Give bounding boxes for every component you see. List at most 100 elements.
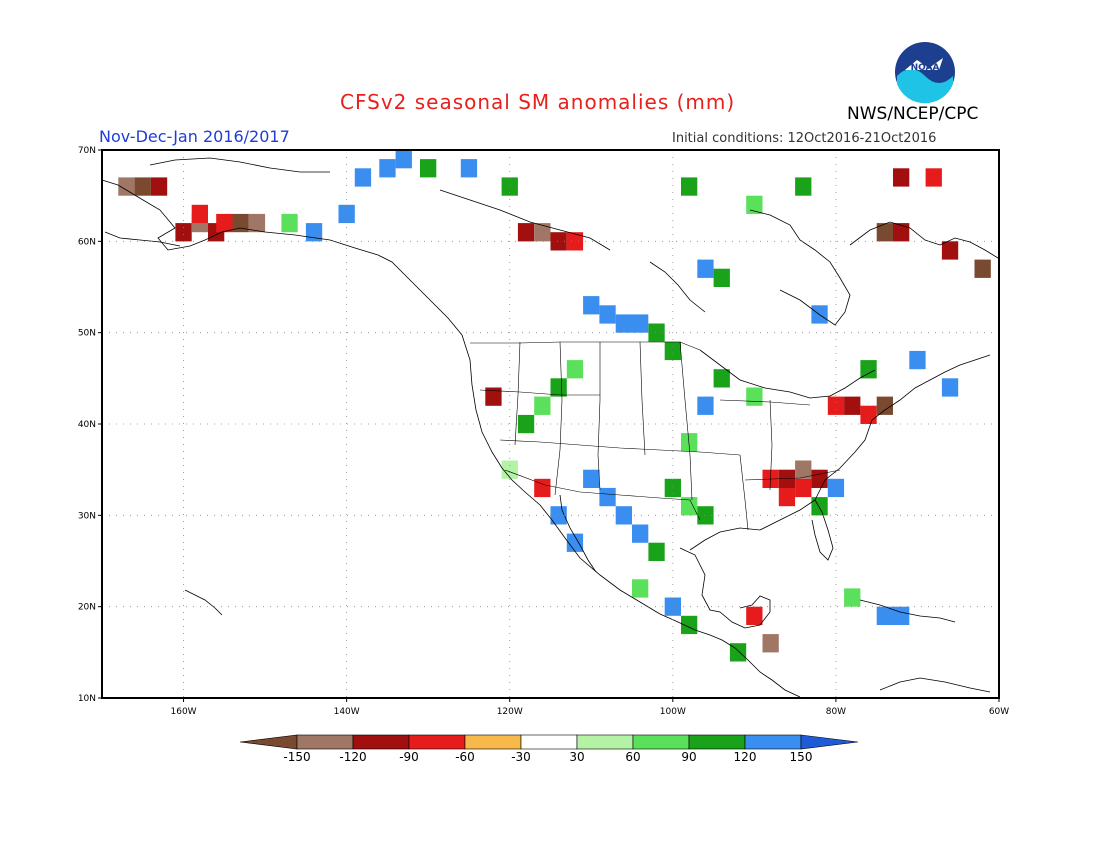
anomaly-cell	[583, 469, 600, 488]
anomaly-cell	[517, 223, 535, 242]
anomaly-cell	[550, 232, 567, 251]
anomaly-cell	[909, 350, 926, 370]
legend-tick-label: 150	[790, 750, 813, 764]
legend-swatch	[464, 734, 522, 750]
anomaly-cell	[566, 232, 584, 251]
legend-tick-label: 30	[569, 750, 584, 764]
anomaly-cell	[876, 223, 893, 242]
anomaly-cell	[974, 259, 991, 278]
legend-swatch	[632, 734, 690, 750]
anomaly-cell	[795, 478, 812, 498]
anomaly-cell	[827, 478, 845, 498]
anomaly-cell	[118, 177, 135, 196]
anomaly-cell	[281, 213, 298, 233]
anomaly-cell	[664, 478, 681, 498]
legend-arrow-high	[800, 734, 859, 750]
anomaly-cell	[420, 159, 437, 178]
anomaly-cell	[664, 597, 681, 616]
legend-tick-label: 90	[681, 750, 696, 764]
legend-swatch	[576, 734, 634, 750]
lat-label: 30N	[78, 511, 96, 521]
anomaly-cell	[860, 360, 877, 379]
anomaly-cell	[844, 588, 861, 607]
anomaly-cell	[811, 497, 828, 516]
anomaly-cell	[827, 396, 845, 415]
anomaly-cell	[697, 396, 714, 415]
legend-tick-label: -90	[399, 750, 419, 764]
anomaly-cell	[941, 241, 959, 260]
noaa-logo-text: NOAA	[911, 63, 940, 73]
chart-title: CFSv2 seasonal SM anomalies (mm)	[340, 90, 736, 114]
anomaly-cell	[583, 296, 600, 315]
legend-swatch	[520, 734, 578, 750]
anomaly-cell	[599, 487, 616, 507]
anomaly-cells	[118, 150, 991, 662]
anomaly-cell	[615, 506, 632, 525]
legend-tick-label: 120	[734, 750, 757, 764]
anomaly-cell	[697, 259, 714, 278]
agency-label: NWS/NCEP/CPC	[847, 104, 979, 124]
coastlines	[101, 157, 999, 698]
anomaly-cell	[534, 478, 551, 498]
anomaly-cell	[795, 460, 812, 479]
legend-swatch	[408, 734, 466, 750]
anomaly-cell	[632, 314, 649, 333]
anomaly-cell	[354, 168, 372, 187]
lon-label: 60W	[989, 707, 1009, 717]
anomaly-cell	[615, 314, 632, 333]
lat-label: 20N	[78, 603, 96, 613]
legend-tick-label: -120	[339, 750, 366, 764]
anomaly-cell	[746, 195, 763, 214]
anomaly-cell	[534, 396, 551, 415]
anomaly-cell	[762, 634, 779, 653]
anomaly-cell	[395, 150, 412, 169]
anomaly-cell	[501, 460, 518, 479]
anomaly-cell	[566, 533, 584, 552]
anomaly-cell	[566, 360, 584, 379]
lat-label: 40N	[78, 420, 96, 430]
anomaly-cell	[248, 213, 266, 233]
anomaly-cell	[713, 369, 730, 388]
latitude-labels: 70N 60N 50N 40N 30N 20N 10N	[78, 146, 102, 704]
legend-swatch	[688, 734, 746, 750]
forecast-period: Nov-Dec-Jan 2016/2017	[99, 127, 290, 146]
anomaly-cell	[216, 213, 233, 233]
initial-conditions: Initial conditions: 12Oct2016-21Oct2016	[672, 131, 937, 146]
anomaly-cell	[632, 579, 649, 598]
legend-tick-label: -30	[511, 750, 531, 764]
anomaly-cell	[925, 168, 942, 187]
lat-lon-grid	[102, 150, 999, 698]
anomaly-cell	[485, 387, 502, 406]
anomaly-cell	[681, 433, 698, 452]
anomaly-cell	[844, 396, 861, 415]
political-borders	[470, 341, 841, 531]
legend-tick-label: -150	[283, 750, 310, 764]
anomaly-cell	[232, 213, 249, 233]
anomaly-cell	[941, 378, 959, 397]
legend-swatch	[352, 734, 410, 750]
anomaly-cell	[460, 159, 478, 178]
anomaly-cell	[697, 506, 714, 525]
anomaly-cell	[893, 223, 910, 242]
legend-tick-label: -60	[455, 750, 475, 764]
lon-label: 80W	[826, 707, 846, 717]
anomaly-cell	[134, 177, 151, 196]
anomaly-cell	[550, 378, 567, 397]
lon-label: 120W	[497, 707, 523, 717]
lat-label: 10N	[78, 694, 96, 704]
legend-arrow-low	[239, 734, 298, 750]
lon-label: 140W	[334, 707, 360, 717]
lat-label: 50N	[78, 329, 96, 339]
anomaly-cell	[175, 223, 192, 242]
anomaly-cell	[681, 177, 698, 196]
anomaly-cell	[517, 414, 535, 434]
anomaly-cell	[681, 497, 698, 516]
longitude-labels: 160W 140W 120W 100W 80W 60W	[171, 698, 1009, 717]
anomaly-cell	[746, 606, 763, 625]
legend-swatch	[296, 734, 354, 750]
anomaly-cell	[795, 177, 812, 196]
anomaly-cell	[876, 396, 893, 415]
legend-tick-label: 60	[625, 750, 640, 764]
